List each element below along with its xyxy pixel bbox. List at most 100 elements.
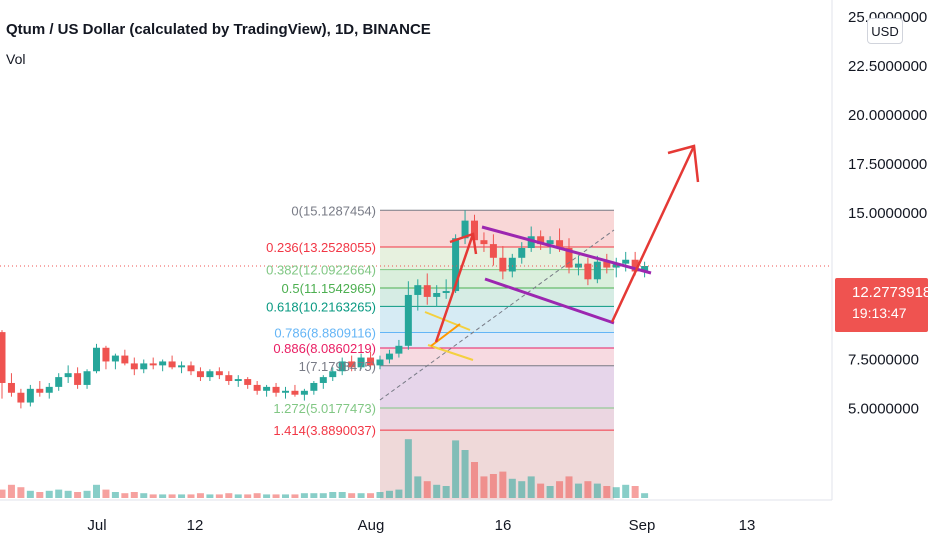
fib-level-label: 1(7.1798475) [299,359,376,374]
volume-bar [556,481,564,498]
candle-body [499,257,507,272]
fib-zone [380,348,614,366]
last-price: 12.2773918 [852,284,932,301]
candle-body [641,266,649,272]
candle-body [159,361,167,366]
big-arrow-shaft[interactable] [610,145,696,323]
candle-body [36,388,44,393]
volume-bar [45,490,53,498]
channel-upper-line[interactable] [481,225,652,275]
candle-body [187,365,195,372]
x-tick-label: Jul [87,517,106,534]
candle-body [168,361,176,368]
fib-zone [380,210,614,247]
volume-bar [527,476,535,498]
candlesticks [0,210,832,409]
time-axis[interactable]: Jul 12 Aug 16 Sep 13 [0,499,832,534]
volume-bar [584,481,592,498]
candle-body [140,363,148,370]
mini-channel-lower[interactable] [427,344,474,361]
candle-body [385,353,393,360]
candle-body [489,244,497,258]
candle-body [329,371,337,378]
candle-body [518,248,526,258]
channel-lower-line[interactable] [484,277,615,325]
candle-body [7,382,15,393]
candle-body [508,257,516,272]
candle-body [357,357,365,368]
volume-bar [36,492,44,498]
volume-bar [83,490,91,498]
candle-body [584,263,592,280]
mini-breakout-line[interactable] [430,323,461,347]
price-axis[interactable]: 25.000000022.500000020.000000017.5000000… [831,0,927,500]
volume-bar [215,494,223,498]
candle-body [93,347,100,372]
fib-trend-line[interactable] [379,229,615,401]
fib-zone [380,269,614,289]
big-arrow-head[interactable] [667,144,700,183]
volume-bar [452,440,460,498]
small-arrow-head[interactable] [449,232,478,255]
candle-body [291,390,299,395]
candle-body [574,263,582,268]
candle-body [282,390,289,393]
volume-bar [565,476,573,498]
volume-indicator-label[interactable]: Vol [6,51,26,67]
candle-body [178,365,186,368]
fib-level-label: 0.786(8.8809116) [274,325,376,340]
x-tick-label: 16 [495,517,512,534]
candle-body [206,371,214,378]
candle-body [556,240,564,249]
candle-body [480,240,488,245]
candle-body [83,371,91,385]
volume-bar [603,486,611,498]
volume-bar [537,483,545,498]
volume-bar [206,494,214,498]
volume-bar [187,494,195,498]
volume-bar [508,478,516,498]
candle-body [395,345,403,354]
volume-bar [489,474,497,498]
volume-bar [518,481,526,498]
volume-bar [149,494,157,498]
volume-bar [244,494,252,498]
candle-body [338,361,346,372]
candle-body [376,359,384,366]
candle-body [17,392,25,403]
volume-bar [499,471,507,498]
candle-body [367,357,375,366]
volume-bar [546,486,554,498]
chart-title: Qtum / US Dollar (calculated by TradingV… [6,21,431,38]
volume-bar [574,483,582,498]
candle-body [471,220,478,241]
candle-body [433,292,441,297]
small-arrow-shaft[interactable] [434,233,475,343]
currency-button[interactable]: USD [867,18,903,44]
candle-body [404,294,412,346]
volume-bar [178,494,186,498]
volume-bar [272,494,280,498]
candle-body [45,386,53,393]
candle-body [272,386,280,393]
candle-body [263,386,271,391]
volume-bar [461,450,469,498]
volume-bar [111,492,119,498]
fib-level-label: 1.414(3.8890037) [273,423,376,438]
candle-body [26,388,34,403]
user-drawings[interactable] [379,144,700,401]
volume-bar [17,487,25,498]
volume-bar [376,492,384,498]
volume-bar [55,489,63,498]
volume-bar [348,493,356,498]
fib-zone [380,365,614,409]
y-tick-label: 15.0000000 [848,205,927,222]
fib-level-label: 0.236(13.2528055) [266,240,376,255]
volume-bar [0,489,6,498]
volume-bar [225,493,233,498]
x-tick-label: Aug [358,517,385,534]
volume-bar [234,494,242,498]
mini-channel-upper[interactable] [424,311,471,331]
fib-level-label: 0.382(12.0922664) [266,263,376,278]
